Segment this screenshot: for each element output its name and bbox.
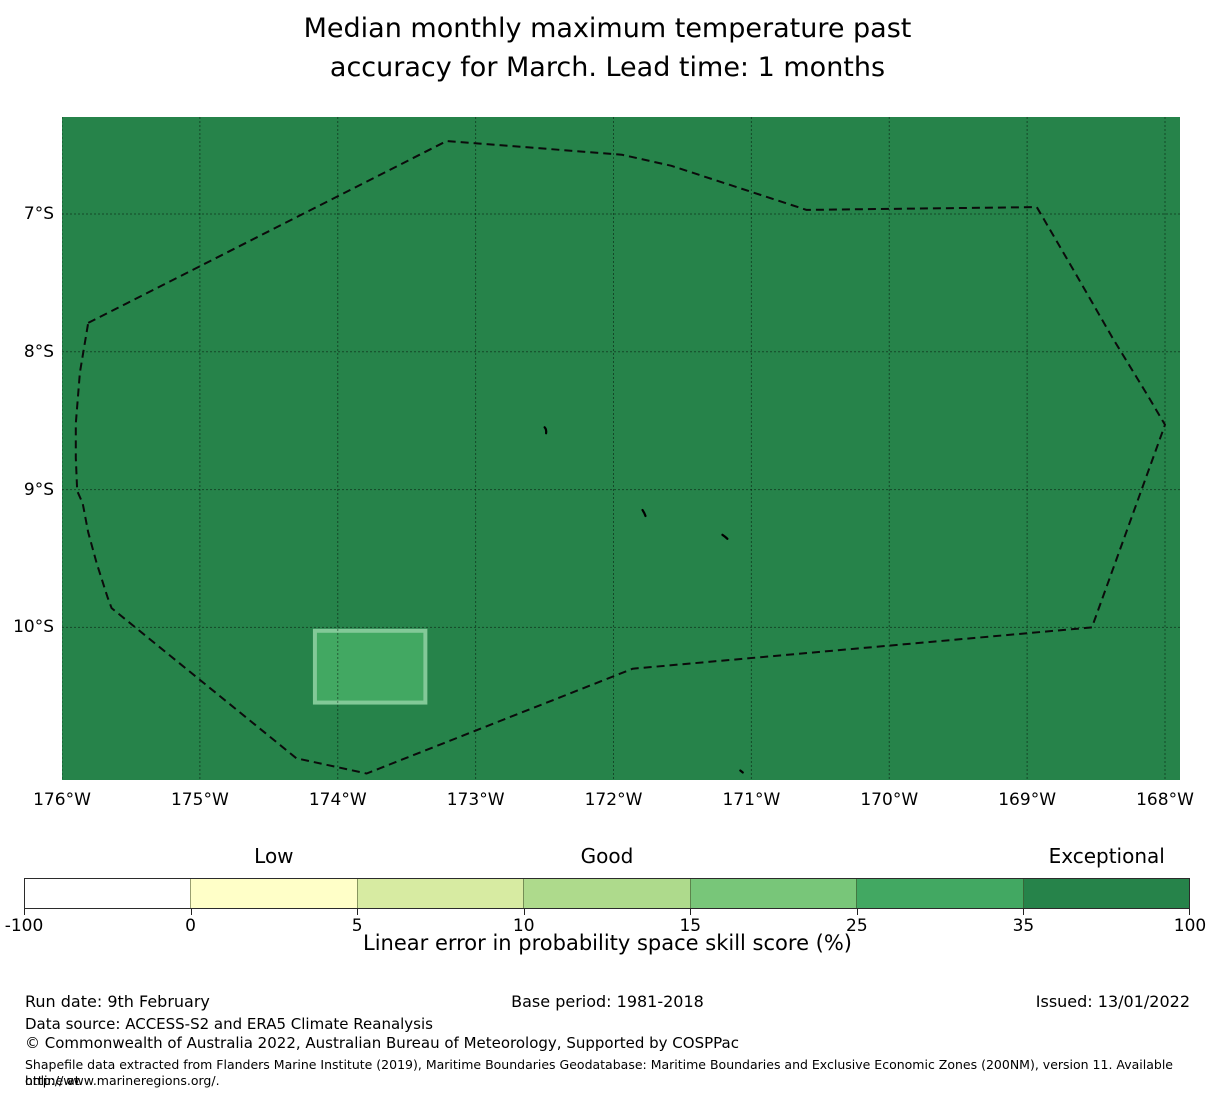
colorbar-range-label: Low <box>254 844 294 868</box>
colorbar-tick-mark <box>1189 909 1190 915</box>
shapefile-credit-text: Shapefile data extracted from Flanders M… <box>25 1057 1173 1088</box>
y-tick-label: 7°S <box>23 204 54 224</box>
island-mark <box>721 533 729 540</box>
colorbar-tick-label: 10 <box>512 916 535 936</box>
colorbar-tick-mark <box>190 909 192 915</box>
colorbar-segment <box>1022 879 1189 908</box>
eez-dashed-boundary <box>74 140 1166 775</box>
x-tick-label: 176°W <box>33 790 91 810</box>
copyright-text: © Commonwealth of Australia 2022, Austra… <box>25 1034 739 1052</box>
x-tick-label: 169°W <box>998 790 1057 810</box>
base-period-text: Base period: 1981-2018 <box>511 992 704 1011</box>
x-tick-label: 168°W <box>1136 790 1194 810</box>
y-tick-label: 10°S <box>13 617 54 638</box>
colorbar-tick-mark <box>523 909 525 915</box>
colorbar-range-label: Good <box>580 844 634 868</box>
chart-title-line1: Median monthly maximum temperature past <box>303 13 912 44</box>
x-tick-label: 175°W <box>170 790 229 810</box>
x-tick-label: 173°W <box>446 790 505 810</box>
colorbar <box>24 878 1190 909</box>
y-tick-label: 9°S <box>23 479 54 500</box>
chart-title-line2: accuracy for March. Lead time: 1 months <box>329 52 886 83</box>
map-canvas <box>61 117 1180 780</box>
chart-title: Median monthly maximum temperature past … <box>0 9 1215 87</box>
map-area <box>61 117 1180 780</box>
colorbar-tick-label: 15 <box>679 916 702 936</box>
shapefile-url-text: http://www.marineregions.org/. <box>25 1073 220 1088</box>
map-background <box>62 117 1180 780</box>
colorbar-tick-mark <box>690 909 692 915</box>
colorbar-tick-mark <box>1023 909 1025 915</box>
colorbar-segment <box>25 879 191 908</box>
island-mark <box>641 508 647 518</box>
skill-cell <box>316 632 424 701</box>
colorbar-segment <box>356 879 524 908</box>
y-tick-label: 8°S <box>23 341 54 362</box>
colorbar-segment <box>523 879 690 908</box>
x-tick-label: 171°W <box>722 790 781 810</box>
colorbar-tick-mark <box>24 909 25 915</box>
colorbar-title: Linear error in probability space skill … <box>363 931 852 955</box>
colorbar-tick-mark <box>357 909 359 915</box>
colorbar-segment <box>689 879 857 908</box>
colorbar-tick-label: 100 <box>1173 916 1207 936</box>
colorbar-segment <box>856 879 1023 908</box>
colorbar-tick-label: 25 <box>846 916 868 936</box>
x-tick-label: 174°W <box>308 790 367 810</box>
island-mark <box>739 769 744 774</box>
x-tick-label: 170°W <box>860 790 919 810</box>
colorbar-tick-label: 35 <box>1012 916 1035 936</box>
colorbar-tick-label: 0 <box>185 916 196 936</box>
colorbar-tick-label: -100 <box>4 916 44 936</box>
colorbar-range-label: Exceptional <box>1048 844 1165 868</box>
colorbar-tick-label: 5 <box>351 916 363 936</box>
colorbar-tick-mark <box>856 909 858 915</box>
issued-text: Issued: 13/01/2022 <box>1035 992 1190 1011</box>
data-source-text: Data source: ACCESS-S2 and ERA5 Climate … <box>25 1015 433 1033</box>
x-tick-label: 172°W <box>584 790 643 810</box>
island-mark <box>543 426 548 435</box>
run-date-text: Run date: 9th February <box>25 992 210 1011</box>
colorbar-segment <box>190 879 357 908</box>
